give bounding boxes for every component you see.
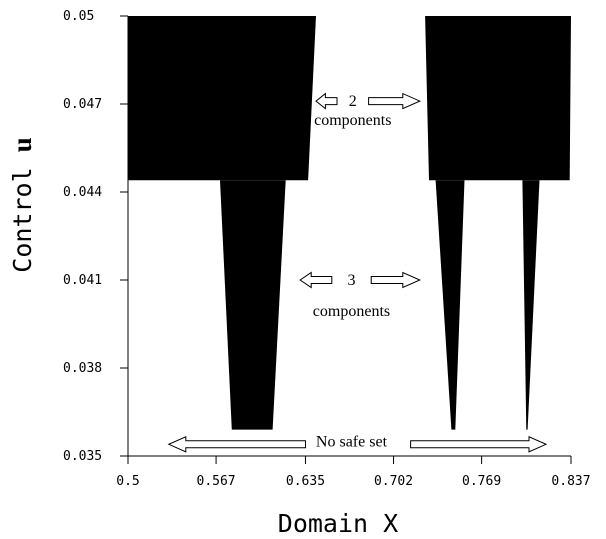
arrow [368,92,422,110]
arrow [167,436,306,453]
region-2 [220,180,286,430]
y-axis-label-prefix: Control [8,152,37,272]
annotations: 2 components 3 components No safe set [167,92,548,453]
region-4 [435,180,465,430]
arrow [315,92,338,110]
axes [127,16,571,457]
region-3 [425,16,571,181]
y-axis-label: Control u [7,137,37,272]
annotation-text: 2 [349,93,357,110]
arrow [410,436,548,453]
x-tick-label: 0.5 [116,474,139,489]
region-1 [128,16,316,181]
arrow [299,271,333,289]
annotation-text: components [314,112,391,129]
annotation-3: No safe set [167,433,548,453]
annotation-1: 2 components [314,92,422,129]
x-ticks: 0.5 0.567 0.635 0.702 0.769 0.837 [116,456,591,489]
x-axis-label: Domain X [278,509,398,538]
annotation-text: No safe set [316,433,388,450]
y-ticks: 0.035 0.038 0.041 0.044 0.047 0.05 [63,9,128,464]
x-tick-label: 0.635 [286,474,325,489]
safe-set-regions [128,16,571,430]
y-axis-label-symbol: u [7,137,37,152]
x-tick-label: 0.567 [197,474,236,489]
x-tick-label: 0.837 [551,474,590,489]
annotation-text: components [313,303,390,320]
arrow [370,271,422,289]
y-tick-label: 0.05 [63,9,94,24]
y-tick-label: 0.041 [63,273,102,288]
y-tick-label: 0.044 [63,185,102,200]
x-tick-label: 0.702 [374,474,413,489]
annotation-text: 3 [347,272,355,289]
y-tick-label: 0.038 [63,361,102,376]
annotation-2: 3 components [299,271,422,320]
y-tick-label: 0.035 [63,449,102,464]
x-tick-label: 0.769 [462,474,501,489]
region-5 [522,180,540,430]
y-tick-label: 0.047 [63,97,102,112]
